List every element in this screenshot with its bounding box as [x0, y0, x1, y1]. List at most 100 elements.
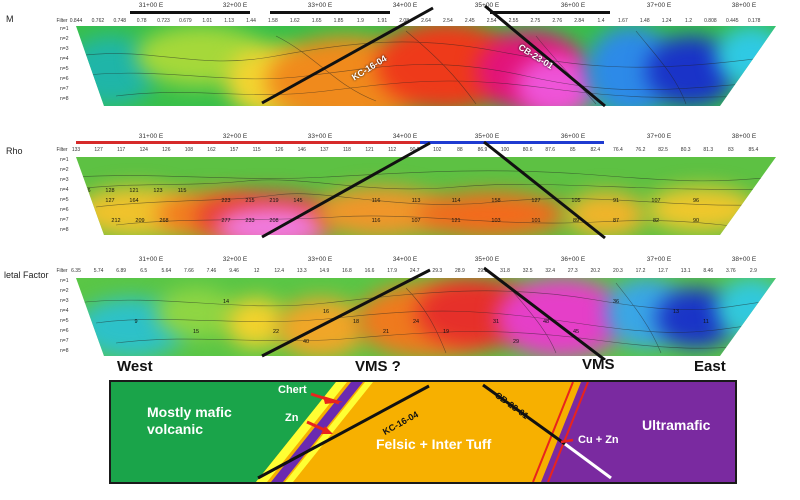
filter-value: 7.66	[184, 268, 194, 274]
n-label: n=6	[60, 76, 69, 82]
filter-value: 146	[297, 147, 306, 153]
filter-value: 1.65	[311, 18, 322, 24]
filter-label: Filter	[56, 268, 68, 274]
contact-red-2	[547, 382, 589, 482]
station-label: 33+00 E	[307, 256, 333, 263]
data-value: 116	[371, 198, 381, 204]
filter-value: 0.844	[69, 18, 83, 24]
drillhole-kc-geo	[257, 384, 430, 480]
filter-value: 1.24	[661, 18, 672, 24]
data-value: 90	[692, 218, 700, 224]
data-value: 31	[492, 319, 500, 325]
drillhole-cb-tail	[564, 442, 612, 480]
station-label: 32+00 E	[222, 2, 248, 9]
filter-value: 108	[184, 147, 194, 153]
filter-value: 133	[71, 147, 81, 153]
data-value: 113	[411, 198, 421, 204]
filter-value: 83	[728, 147, 734, 153]
data-value: 215	[245, 198, 255, 204]
filter-value: 82.4	[590, 147, 601, 153]
station-row-m: 31+00 E 32+00 E 33+00 E 34+00 E 35+00 E …	[0, 2, 800, 12]
data-value: 114	[451, 198, 461, 204]
panel-label-m: M	[6, 14, 14, 24]
filter-value: 2.9	[749, 268, 757, 274]
drillholes-m	[261, 4, 606, 108]
filter-value: 80.6	[522, 147, 533, 153]
filter-value: 82.5	[658, 147, 668, 153]
data-value: 107	[411, 218, 421, 224]
data-value: 24	[412, 319, 420, 325]
n-label: n=8	[60, 227, 69, 233]
geology-shapes	[111, 382, 735, 482]
station-label: 36+00 E	[560, 133, 586, 140]
n-labels-mf: n=1 n=2 n=3 n=4 n=5 n=6 n=7 n=8	[58, 278, 72, 356]
n-labels-m: n=1 n=2 n=3 n=4 n=5 n=6 n=7 n=8	[58, 26, 72, 106]
filter-value: 81.3	[703, 147, 714, 153]
data-value: 40	[302, 339, 310, 345]
drillholes-rho	[261, 140, 606, 240]
filter-value: 1.2	[685, 18, 692, 24]
filter-value: 121	[365, 147, 374, 153]
station-label: 33+00 E	[307, 133, 333, 140]
filter-value: 2.45	[464, 18, 475, 24]
station-bar-segment	[270, 11, 390, 14]
color-zone	[566, 192, 646, 235]
filter-row-m: Filter 0.844 0.762 0.748 0.78 0.723 0.679 1.01…	[56, 18, 778, 26]
label-chert: Chert	[278, 384, 307, 396]
label-west: West	[117, 358, 153, 375]
filter-value: 14.9	[319, 268, 330, 274]
label-zn: Zn	[285, 412, 299, 424]
geologic-cross-section: Mostly mafic volcanic Chert Zn Felsic + …	[109, 380, 737, 484]
n-label: n=7	[60, 86, 69, 92]
filter-value: 0.679	[179, 18, 192, 24]
station-label: 35+00 E	[474, 133, 500, 140]
data-value: 18	[352, 319, 360, 325]
filter-value: 29.2	[477, 268, 488, 274]
filter-value: 2.84	[574, 18, 584, 24]
data-value: 277	[221, 218, 231, 224]
n-label: n=2	[60, 288, 69, 294]
station-label: 31+00 E	[138, 2, 164, 9]
filter-value: 115	[252, 147, 261, 153]
filter-value: 2.75	[530, 18, 541, 24]
filter-value: 6.89	[116, 268, 127, 274]
label-felsic: Felsic + Inter Tuff	[376, 436, 492, 452]
data-value: 127	[105, 198, 115, 204]
data-value: 96	[692, 198, 700, 204]
n-label: n=4	[60, 308, 69, 314]
filter-value: 117	[117, 147, 126, 153]
filter-value: 76.2	[635, 147, 646, 153]
station-label: 31+00 E	[138, 256, 164, 263]
station-label: 38+00 E	[731, 133, 757, 140]
filter-value: 7.46	[206, 268, 217, 274]
filter-value: 1.13	[224, 18, 234, 24]
data-value: 11	[703, 319, 709, 325]
data-value: 36	[612, 299, 620, 305]
filter-value: 2.55	[508, 18, 519, 24]
label-cuzn: Cu + Zn	[578, 434, 619, 446]
cuzn-arrow	[560, 438, 574, 444]
filter-value: 5.64	[161, 268, 172, 274]
data-value: 128	[105, 188, 115, 194]
filter-value: 32.5	[522, 268, 533, 274]
station-label: 34+00 E	[392, 133, 418, 140]
n-label: n=2	[60, 167, 69, 173]
station-label: 34+00 E	[392, 256, 418, 263]
data-value: 101	[531, 218, 541, 224]
data-value: 19	[442, 329, 450, 335]
filter-value: 87.6	[545, 147, 556, 153]
data-value: 29	[512, 339, 520, 345]
filter-value: 88	[457, 147, 463, 153]
filter-value: 1.48	[639, 18, 650, 24]
data-value: 123	[153, 188, 163, 194]
n-labels-rho: n=1 n=2 n=3 n=4 n=5 n=6 n=7 n=8	[58, 157, 72, 235]
filter-value: 100	[500, 147, 510, 153]
station-bar-segment	[130, 11, 250, 14]
data-value: 89	[572, 218, 580, 224]
data-value: 115	[177, 188, 187, 194]
filter-value: 28.9	[454, 268, 465, 274]
n-label: n=5	[60, 197, 69, 203]
filter-value: 29.3	[432, 268, 443, 274]
filter-value: 20.3	[613, 268, 623, 274]
filter-value: 2.64	[421, 18, 431, 24]
